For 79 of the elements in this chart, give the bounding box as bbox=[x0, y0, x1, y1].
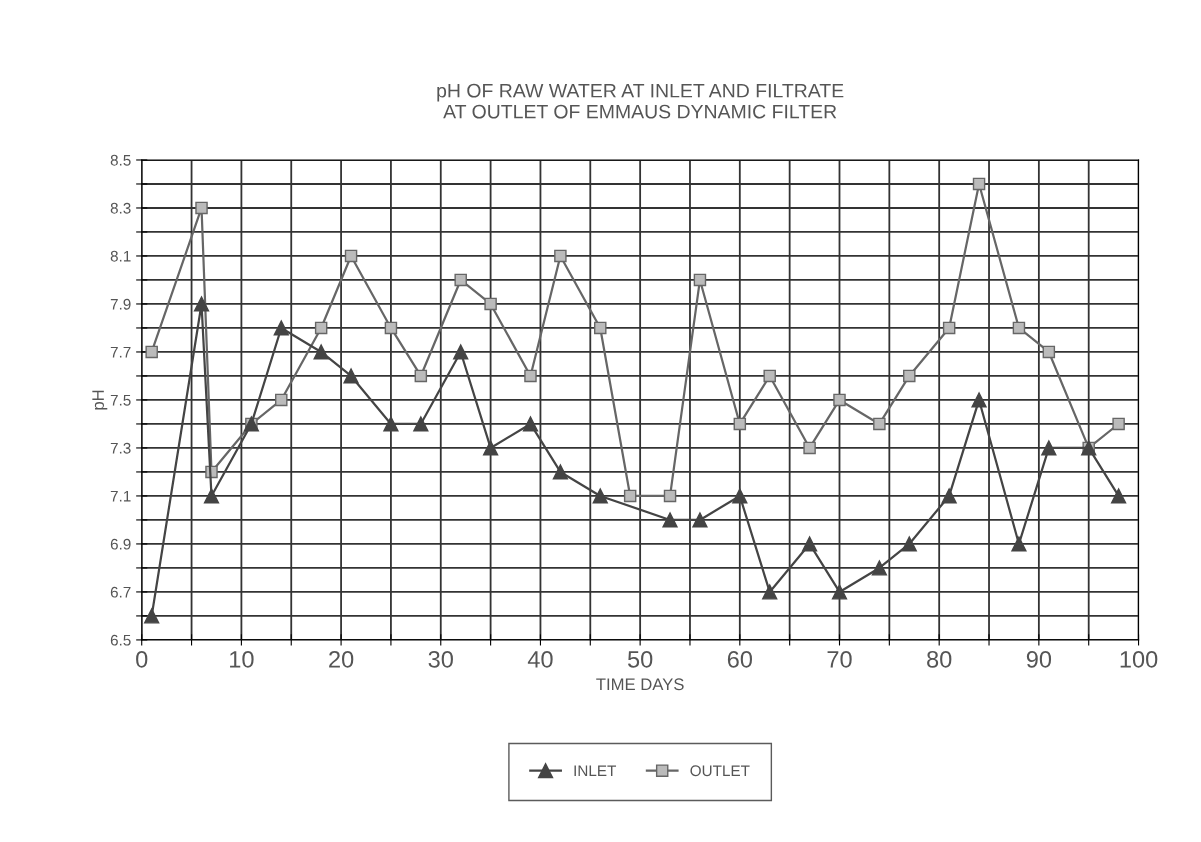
y-tick-label: 6.5 bbox=[110, 634, 131, 646]
point bbox=[313, 344, 329, 360]
point bbox=[484, 297, 497, 311]
point bbox=[733, 417, 747, 431]
point bbox=[871, 560, 888, 576]
point bbox=[901, 536, 917, 552]
x-tick-label: 50 bbox=[627, 650, 653, 668]
point bbox=[454, 273, 467, 287]
point bbox=[344, 249, 358, 263]
point bbox=[524, 369, 537, 383]
point bbox=[193, 296, 210, 312]
x-tick-label: 80 bbox=[927, 650, 952, 668]
y-tick-label: 7.9 bbox=[110, 298, 131, 310]
point bbox=[273, 320, 289, 336]
point bbox=[663, 489, 677, 503]
point bbox=[144, 608, 160, 624]
point bbox=[1042, 345, 1056, 359]
y-tick-label: 8.3 bbox=[110, 202, 131, 214]
point bbox=[873, 417, 886, 431]
point bbox=[1041, 440, 1057, 456]
x-tick-label: 10 bbox=[230, 650, 254, 668]
point bbox=[343, 368, 359, 384]
point bbox=[693, 273, 707, 287]
x-tick-label: 0 bbox=[136, 650, 148, 668]
point bbox=[482, 440, 499, 456]
x-tick-label: 100 bbox=[1120, 650, 1158, 668]
point bbox=[763, 369, 776, 383]
point bbox=[414, 369, 428, 383]
point bbox=[383, 416, 399, 432]
legend-label: OUTLET bbox=[690, 765, 750, 777]
y-tick-label: 6.9 bbox=[110, 538, 131, 550]
point bbox=[801, 536, 818, 552]
x-tick-label: 20 bbox=[329, 650, 354, 668]
point bbox=[942, 321, 956, 335]
y-tick-label: 7.1 bbox=[110, 490, 131, 502]
point bbox=[833, 393, 846, 407]
point bbox=[453, 344, 469, 360]
point bbox=[1012, 321, 1026, 335]
point bbox=[1011, 536, 1027, 552]
y-tick-label: 8.1 bbox=[110, 250, 131, 262]
x-tick-label: 40 bbox=[527, 650, 553, 668]
point bbox=[692, 512, 708, 528]
point bbox=[971, 392, 987, 408]
point bbox=[941, 488, 957, 504]
point bbox=[554, 249, 567, 263]
x-tick-label: 70 bbox=[827, 650, 852, 668]
point bbox=[384, 321, 398, 335]
point bbox=[522, 416, 539, 432]
y-tick-label: 7.7 bbox=[110, 346, 131, 358]
point bbox=[413, 416, 429, 432]
point bbox=[592, 488, 608, 504]
point bbox=[203, 488, 220, 504]
point bbox=[594, 321, 607, 335]
point bbox=[732, 488, 748, 504]
legend-label: INLET bbox=[574, 765, 617, 777]
point bbox=[831, 584, 848, 600]
y-tick-label: 7.5 bbox=[110, 394, 131, 406]
chart-title: pH OF RAW WATER AT INLET AND FILTRATE AT OUTLET OF EMMAUS DYNAMIC FILTER bbox=[437, 83, 844, 119]
x-tick-label: 30 bbox=[428, 650, 453, 668]
point bbox=[762, 584, 778, 600]
point bbox=[662, 512, 678, 528]
point bbox=[275, 393, 288, 407]
y-axis-title: pH bbox=[92, 390, 108, 410]
point bbox=[903, 369, 916, 383]
point bbox=[623, 489, 637, 503]
y-tick-label: 8.5 bbox=[110, 154, 131, 166]
point bbox=[803, 441, 816, 455]
x-tick-label: 90 bbox=[1026, 650, 1052, 668]
point bbox=[552, 464, 569, 480]
point bbox=[195, 201, 208, 215]
x-tick-label: 60 bbox=[727, 650, 753, 668]
point bbox=[972, 177, 986, 191]
point bbox=[1110, 488, 1127, 504]
point bbox=[314, 321, 328, 335]
point bbox=[145, 345, 158, 359]
y-tick-label: 7.3 bbox=[110, 442, 131, 454]
y-tick-label: 6.7 bbox=[110, 586, 131, 598]
x-axis-title: TIME DAYS bbox=[596, 678, 684, 691]
point bbox=[1112, 417, 1125, 431]
